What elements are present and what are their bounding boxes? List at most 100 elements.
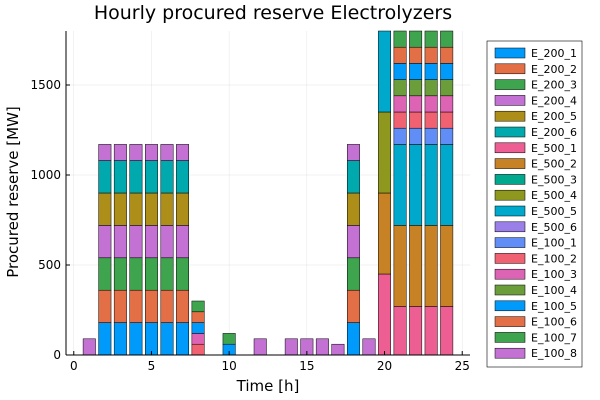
bar-segment: [191, 322, 205, 334]
legend-swatch: [494, 189, 526, 201]
y-tick-label: 500: [38, 258, 61, 272]
legend-swatch: [494, 221, 526, 233]
bar-segment: [393, 95, 407, 113]
legend-label: E_200_2: [531, 63, 577, 76]
legend-label: E_100_2: [531, 252, 577, 265]
bar-segment: [440, 95, 454, 113]
bar-segment: [129, 192, 143, 226]
bar-segment: [222, 333, 236, 345]
bar-segment: [346, 192, 360, 226]
bar-segment: [440, 79, 454, 97]
legend-label: E_100_7: [531, 331, 577, 344]
x-axis-label: Time [h]: [236, 377, 300, 395]
bar-segment: [98, 322, 112, 356]
bar-segment: [440, 225, 454, 307]
bar-segment: [253, 338, 267, 356]
bar-segment: [176, 225, 190, 259]
bar-segment: [378, 192, 392, 275]
bar-segment: [98, 192, 112, 226]
bar-segment: [144, 225, 158, 259]
bars: [82, 30, 454, 356]
bar-segment: [346, 160, 360, 194]
bar-segment: [393, 144, 407, 226]
bar-segment: [176, 160, 190, 194]
legend-label: E_200_5: [531, 110, 577, 123]
legend-label: E_100_5: [531, 300, 577, 313]
bar-segment: [346, 322, 360, 356]
bar-segment: [191, 300, 205, 313]
legend-label: E_200_4: [531, 94, 577, 107]
bar-segment: [409, 63, 423, 80]
legend-swatch: [494, 205, 526, 217]
bar-segment: [160, 289, 174, 323]
bar-segment: [440, 127, 454, 145]
bar-segment: [440, 306, 454, 356]
bar-segment: [129, 257, 143, 291]
bar-segment: [424, 30, 438, 48]
bar-segment: [176, 322, 190, 356]
bar-segment: [424, 127, 438, 145]
legend-swatch: [494, 300, 526, 312]
bar-segment: [191, 343, 205, 356]
legend-label: E_100_3: [531, 268, 577, 281]
bar-segment: [98, 225, 112, 259]
bar-segment: [113, 160, 127, 194]
bar-segment: [315, 338, 329, 356]
legend-label: E_500_5: [531, 205, 577, 218]
bar-segment: [144, 289, 158, 323]
bar-segment: [424, 144, 438, 226]
legend: E_200_1 E_200_2 E_200_3 E_200_4 E_200_5 E_200…: [486, 40, 583, 368]
bar-segment: [129, 322, 143, 356]
legend-label: E_100_1: [531, 237, 577, 250]
legend-swatch: [494, 79, 526, 90]
bar-segment: [362, 338, 376, 356]
legend-label: E_100_4: [531, 284, 577, 297]
legend-label: E_200_1: [531, 47, 577, 60]
bar-segment: [113, 144, 127, 161]
legend-swatch: [494, 253, 526, 264]
legend-label: E_500_4: [531, 189, 577, 202]
bar-segment: [191, 333, 205, 345]
bar-segment: [393, 79, 407, 97]
bar-segment: [284, 338, 298, 356]
bar-segment: [393, 30, 407, 48]
bar-segment: [129, 225, 143, 259]
legend-swatch: [494, 174, 526, 185]
y-tick-label: 0: [53, 348, 61, 362]
tick-labels: 0 5 10 15 20 25 0 500 1000 1500: [30, 78, 469, 373]
legend-swatch: [494, 142, 526, 154]
bar-segment: [393, 306, 407, 356]
bar-segment: [160, 192, 174, 226]
bar-segment: [176, 289, 190, 323]
bar-segment: [424, 306, 438, 356]
bar-segment: [113, 257, 127, 291]
legend-label: E_500_2: [531, 158, 577, 171]
bar-segment: [378, 30, 392, 113]
bar-segment: [98, 160, 112, 194]
bar-segment: [440, 144, 454, 226]
bar-segment: [440, 63, 454, 80]
legend-swatch: [494, 316, 526, 327]
y-tick-label: 1000: [30, 168, 61, 182]
bar-segment: [393, 46, 407, 64]
bar-segment: [129, 289, 143, 323]
bar-segment: [331, 343, 345, 356]
legend-label: E_200_6: [531, 126, 577, 139]
legend-swatch: [494, 47, 526, 59]
bar-segment: [113, 225, 127, 259]
x-tick-label: 5: [148, 359, 156, 373]
bar-segment: [409, 144, 423, 226]
bar-segment: [160, 225, 174, 259]
bar-segment: [424, 63, 438, 80]
legend-swatch: [494, 237, 526, 248]
bar-segment: [160, 160, 174, 194]
bar-segment: [144, 144, 158, 161]
legend-swatch: [494, 347, 526, 359]
bar-segment: [440, 30, 454, 48]
legend-swatch: [494, 284, 526, 296]
bar-segment: [346, 289, 360, 323]
bar-segment: [160, 144, 174, 161]
legend-label: E_100_8: [531, 347, 577, 360]
bar-segment: [424, 95, 438, 113]
